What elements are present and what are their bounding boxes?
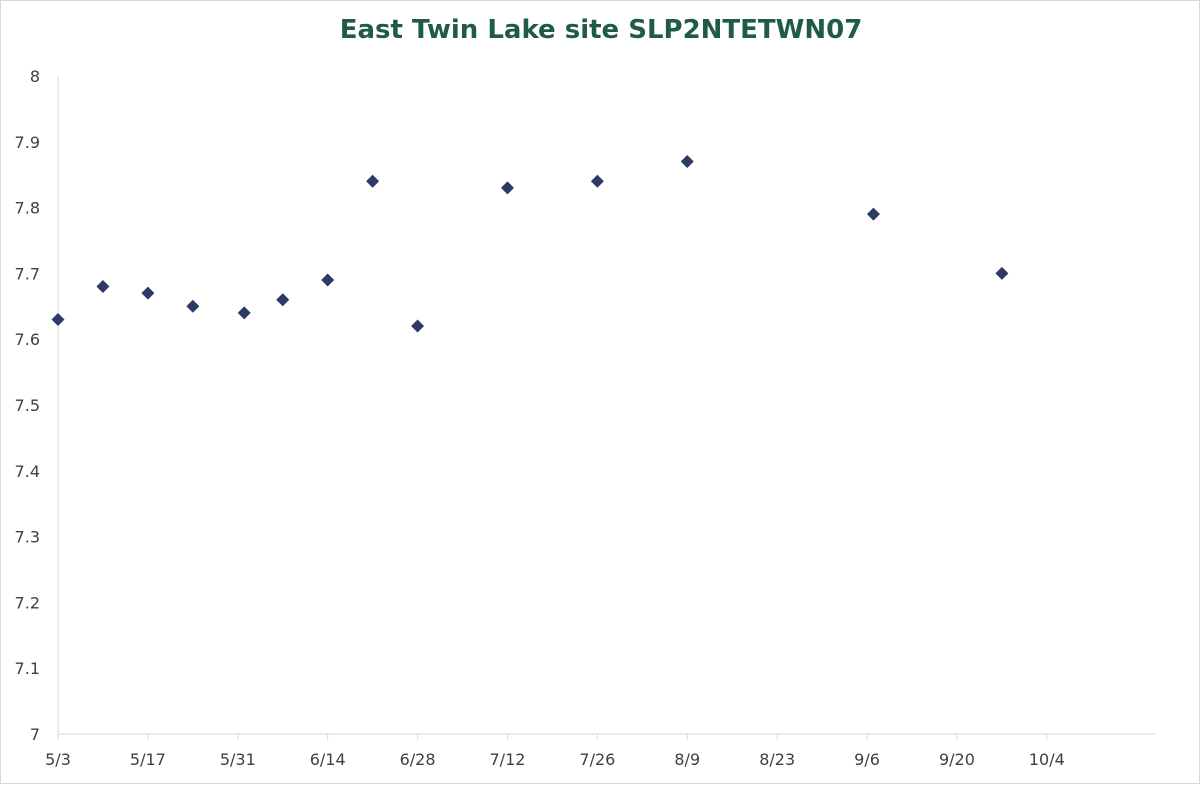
y-tick-label-7-6: 7.6 [15,330,40,349]
x-tick-label-9-6: 9/6 [854,750,880,769]
data-points [51,155,1009,333]
data-point-8-9 [680,155,694,169]
data-point-9-27 [995,266,1009,280]
x-tick-label-6-14: 6/14 [310,750,346,769]
y-tick-label-7-5: 7.5 [15,396,40,415]
chart-axes [57,76,1156,735]
x-tick-label-5-17: 5/17 [130,750,166,769]
y-tick-label-7-2: 7.2 [15,593,40,612]
data-point-6-28 [411,319,425,333]
data-point-5-10 [96,280,110,294]
x-tick-label-7-26: 7/26 [579,750,615,769]
y-tick-label-7: 7 [30,725,40,744]
y-tick-label-7-9: 7.9 [15,133,40,152]
y-tick-label-7-4: 7.4 [15,462,40,481]
x-tick-label-5-31: 5/31 [220,750,256,769]
data-point-6-21 [366,174,380,188]
data-point-6-1 [237,306,251,320]
x-tick-label-6-28: 6/28 [400,750,436,769]
data-point-5-24 [186,299,200,313]
x-axis-ticks: 5/3 5/17 5/31 6/14 6/28 7/12 7/26 8/9 8/23 9/6 9/2… [45,734,1065,769]
y-axis-ticks: 7 7.1 7.2 7.3 7.4 7.5 7.6 7.7 7.8 7.9 8 [15,67,40,744]
x-tick-label-5-3: 5/3 [45,750,71,769]
data-point-9-7 [866,207,880,221]
data-point-7-26 [590,174,604,188]
y-tick-label-8: 8 [30,67,40,86]
data-point-5-17 [141,286,155,300]
x-tick-label-10-4: 10/4 [1029,750,1065,769]
data-point-7-12 [500,181,514,195]
y-tick-label-7-1: 7.1 [15,659,40,678]
x-tick-label-8-9: 8/9 [674,750,700,769]
chart-title: East Twin Lake site SLP2NTETWN07 [339,15,863,45]
data-point-6-14 [321,273,335,287]
x-tick-label-8-23: 8/23 [759,750,795,769]
data-point-6-7 [276,293,290,307]
y-tick-label-7-7: 7.7 [15,264,40,283]
data-point-5-3 [51,312,65,326]
y-tick-label-7-3: 7.3 [15,528,40,547]
x-tick-label-9-20: 9/20 [939,750,975,769]
x-tick-label-7-12: 7/12 [490,750,526,769]
y-tick-label-7-8: 7.8 [15,199,40,218]
